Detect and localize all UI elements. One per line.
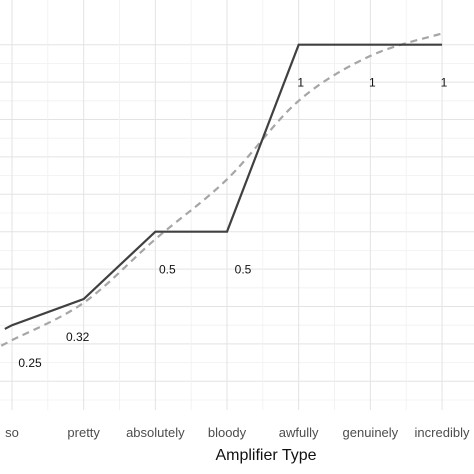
x-tick-label: so: [5, 425, 19, 440]
series-lines: [0, 32, 443, 347]
x-tick-label: bloody: [208, 425, 247, 440]
x-tick-label: incredibly: [415, 425, 470, 440]
series-line-solid: [4, 43, 443, 330]
data-label: 0.5: [235, 263, 252, 277]
data-label: 0.32: [66, 330, 90, 344]
data-label: 1: [297, 76, 304, 90]
x-tick-label: absolutely: [126, 425, 185, 440]
data-label: 1: [369, 76, 376, 90]
series-line-dashed: [0, 32, 443, 347]
x-tick-label: pretty: [67, 425, 100, 440]
data-label: 1: [441, 76, 448, 90]
x-tick-label: genuinely: [343, 425, 399, 440]
x-tick-label: awfully: [279, 425, 319, 440]
gridlines: [0, 0, 474, 410]
x-axis-title: Amplifier Type: [215, 447, 316, 464]
data-labels: 0.25 0.32 0.5 0.5 1 1 1: [18, 76, 447, 371]
data-label: 0.25: [18, 356, 42, 370]
data-label: 0.5: [159, 263, 176, 277]
x-tick-labels: so pretty absolutely bloody awfully genuinely…: [5, 425, 470, 440]
